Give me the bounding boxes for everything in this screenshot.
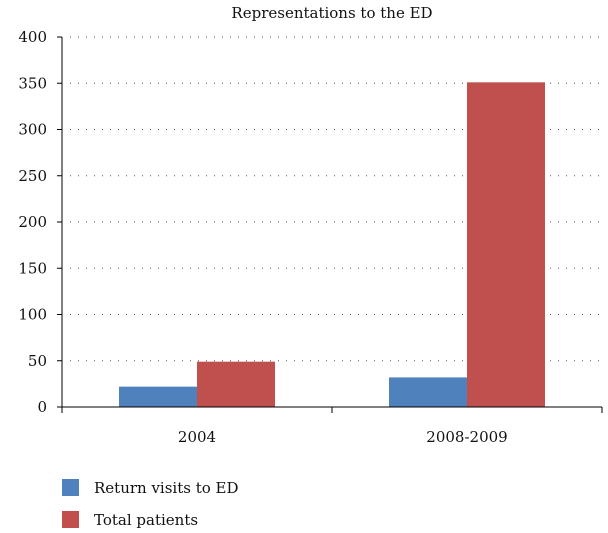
y-axis-ticks: 0 50 100 150 200 250 300 350 400 xyxy=(18,28,62,416)
grid-lines xyxy=(70,36,602,362)
y-tick-label: 400 xyxy=(18,28,47,46)
bars xyxy=(119,82,545,407)
x-axis-ticks: 2004 2008-2009 xyxy=(61,407,603,446)
y-tick-label: 50 xyxy=(28,352,47,370)
y-tick-label: 0 xyxy=(37,398,47,416)
y-tick-label: 300 xyxy=(18,121,47,139)
y-tick-label: 200 xyxy=(18,213,47,231)
bar-return-visits xyxy=(119,386,197,407)
legend-swatch xyxy=(62,479,79,496)
chart-title: Representations to the ED xyxy=(231,4,432,22)
y-tick-label: 250 xyxy=(18,167,47,185)
legend-swatch xyxy=(62,511,79,528)
bar-return-visits xyxy=(389,377,467,407)
legend-label: Total patients xyxy=(94,511,198,529)
legend: Return visits to ED Total patients xyxy=(62,479,239,529)
x-tick-label: 2004 xyxy=(178,428,216,446)
y-tick-label: 350 xyxy=(18,74,47,92)
bar-total-patients xyxy=(467,82,545,407)
x-tick-label: 2008-2009 xyxy=(426,428,507,446)
y-tick-label: 150 xyxy=(18,259,47,277)
legend-label: Return visits to ED xyxy=(94,479,239,497)
bar-total-patients xyxy=(197,361,275,407)
y-tick-label: 100 xyxy=(18,306,47,324)
